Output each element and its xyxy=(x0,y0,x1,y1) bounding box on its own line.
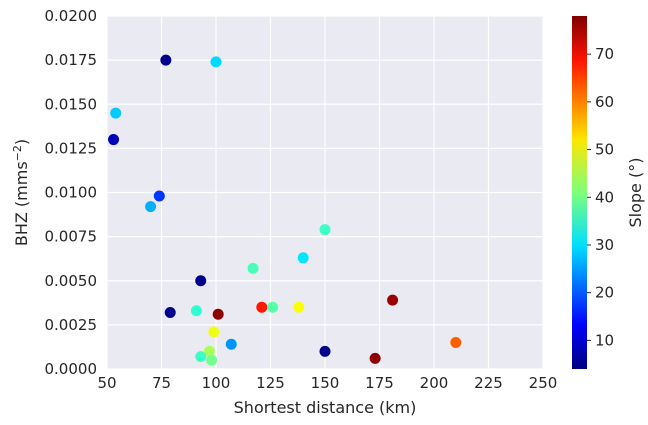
colorbar-tick-label: 50 xyxy=(595,141,614,159)
colorbar xyxy=(572,16,587,369)
data-points xyxy=(108,54,462,366)
colorbar-ticks: 10 20 30 40 50 60 70 xyxy=(587,45,614,349)
y-tick-label: 0.0075 xyxy=(45,228,98,246)
data-point xyxy=(206,354,218,366)
data-point xyxy=(225,338,237,350)
data-point xyxy=(164,307,176,319)
x-tick-label: 100 xyxy=(202,374,231,392)
data-point xyxy=(387,294,399,306)
data-point xyxy=(108,134,120,146)
y-axis-ticks: 0.0000 0.0025 0.0050 0.0075 0.0100 0.0125 0.01… xyxy=(45,7,98,378)
y-tick-label: 0.0200 xyxy=(45,7,98,25)
data-point xyxy=(212,308,224,320)
data-point xyxy=(369,352,381,364)
data-point xyxy=(145,201,157,213)
y-tick-label: 0.0050 xyxy=(45,272,98,290)
y-tick-label: 0.0150 xyxy=(45,95,98,113)
colorbar-tick-label: 70 xyxy=(595,45,614,63)
data-point xyxy=(160,54,172,66)
x-tick-label: 125 xyxy=(256,374,285,392)
y-tick-label: 0.0100 xyxy=(45,184,98,202)
data-point xyxy=(267,301,279,313)
data-point xyxy=(190,305,202,317)
data-point xyxy=(247,262,259,274)
colorbar-tick-label: 60 xyxy=(595,93,614,111)
data-point xyxy=(319,345,331,357)
y-tick-label: 0.0000 xyxy=(45,360,98,378)
x-axis-ticks: 50 75 100 125 150 175 200 225 250 xyxy=(97,374,557,392)
x-tick-label: 50 xyxy=(97,374,116,392)
colorbar-label: Slope (°) xyxy=(626,158,645,228)
data-point xyxy=(203,345,215,357)
data-point xyxy=(319,224,331,236)
data-point xyxy=(297,252,309,264)
colorbar-tick-label: 20 xyxy=(595,284,614,302)
x-tick-label: 200 xyxy=(420,374,449,392)
y-tick-label: 0.0125 xyxy=(45,139,98,157)
data-point xyxy=(195,351,207,363)
data-point xyxy=(210,56,222,68)
x-tick-label: 150 xyxy=(311,374,340,392)
data-point xyxy=(450,337,462,349)
y-tick-label: 0.0025 xyxy=(45,316,98,334)
colorbar-tick-label: 40 xyxy=(595,188,614,206)
data-point xyxy=(256,301,268,313)
x-tick-label: 175 xyxy=(365,374,394,392)
data-point xyxy=(293,301,305,313)
x-axis-label: Shortest distance (km) xyxy=(234,398,417,417)
x-tick-label: 225 xyxy=(474,374,503,392)
y-tick-label: 0.0175 xyxy=(45,51,98,69)
x-tick-label: 250 xyxy=(529,374,558,392)
data-point xyxy=(208,326,220,338)
colorbar-tick-label: 30 xyxy=(595,236,614,254)
data-point xyxy=(153,190,165,202)
data-point xyxy=(110,107,122,119)
grid-lines xyxy=(106,15,544,370)
y-axis-label: BHZ (mms−2) xyxy=(11,139,31,246)
colorbar-tick-label: 10 xyxy=(595,331,614,349)
data-point xyxy=(195,275,207,287)
x-tick-label: 75 xyxy=(152,374,171,392)
